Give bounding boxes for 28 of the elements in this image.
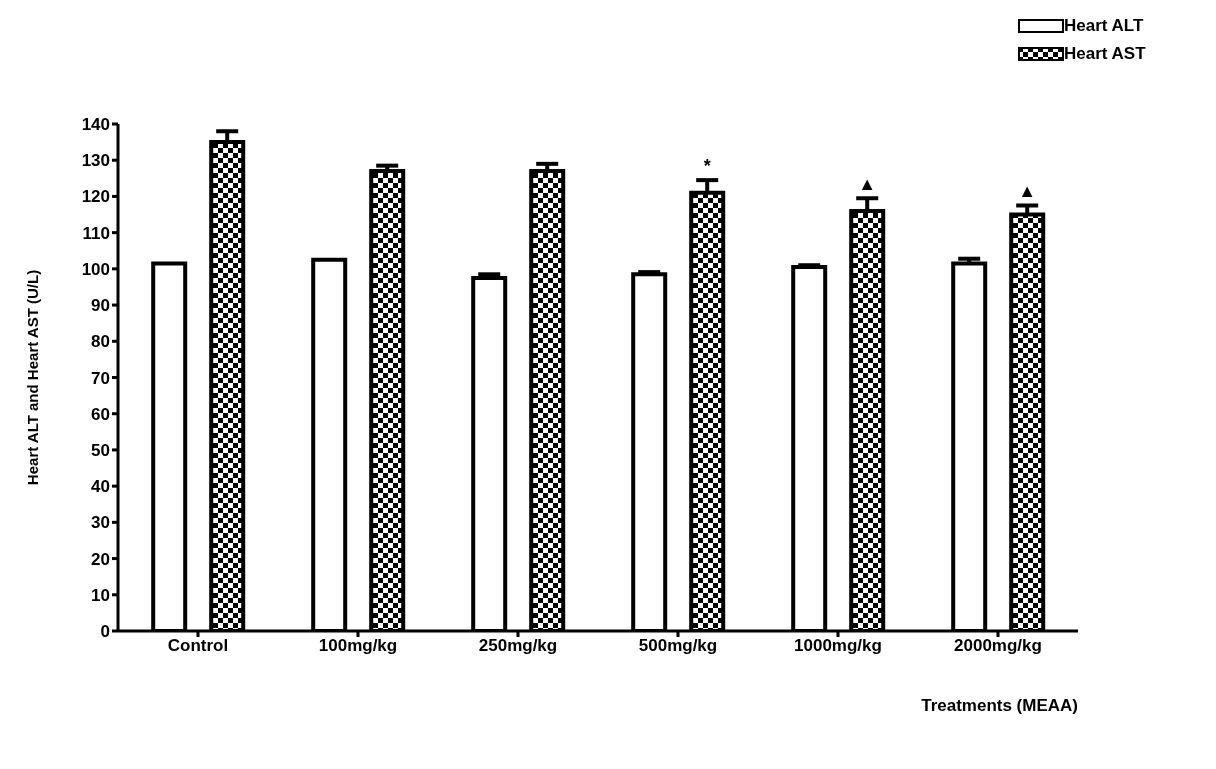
y-tick-label: 100	[81, 259, 110, 279]
data-label: ▲	[1018, 181, 1037, 202]
y-tick-label: 90	[91, 296, 110, 316]
y-tick-label: 40	[91, 477, 110, 497]
y-tick-label: 110	[82, 223, 110, 243]
y-tick-label: 130	[81, 151, 110, 171]
y-tick-label: 60	[91, 404, 110, 424]
x-tick-label: 2000mg/kg	[954, 636, 1042, 656]
data-label: *	[703, 156, 711, 177]
data-label: ▲	[858, 174, 877, 195]
x-tick-label: 100mg/kg	[318, 636, 398, 656]
legend-label: Heart ALT	[1064, 16, 1144, 36]
y-tick-label: 30	[91, 513, 110, 533]
x-axis-title: Treatments (MEAA)	[921, 696, 1078, 715]
y-tick-label: 80	[91, 332, 110, 352]
y-tick-label: 10	[91, 585, 110, 605]
x-tick-label: 500mg/kg	[638, 636, 718, 656]
x-tick-label: 1000mg/kg	[794, 636, 882, 656]
x-tick-label: Control	[167, 636, 229, 656]
x-tick-label: 250mg/kg	[478, 636, 558, 656]
y-tick-label: 50	[91, 440, 110, 460]
y-tick-label: 140	[81, 115, 110, 135]
y-tick-label: 0	[100, 622, 110, 642]
y-axis-title: Heart ALT and Heart AST (U/L)	[24, 269, 42, 486]
y-tick-label: 20	[91, 549, 110, 569]
y-tick-label: 120	[81, 187, 110, 207]
legend-label: Heart AST	[1064, 44, 1146, 64]
y-tick-label: 70	[91, 368, 110, 388]
